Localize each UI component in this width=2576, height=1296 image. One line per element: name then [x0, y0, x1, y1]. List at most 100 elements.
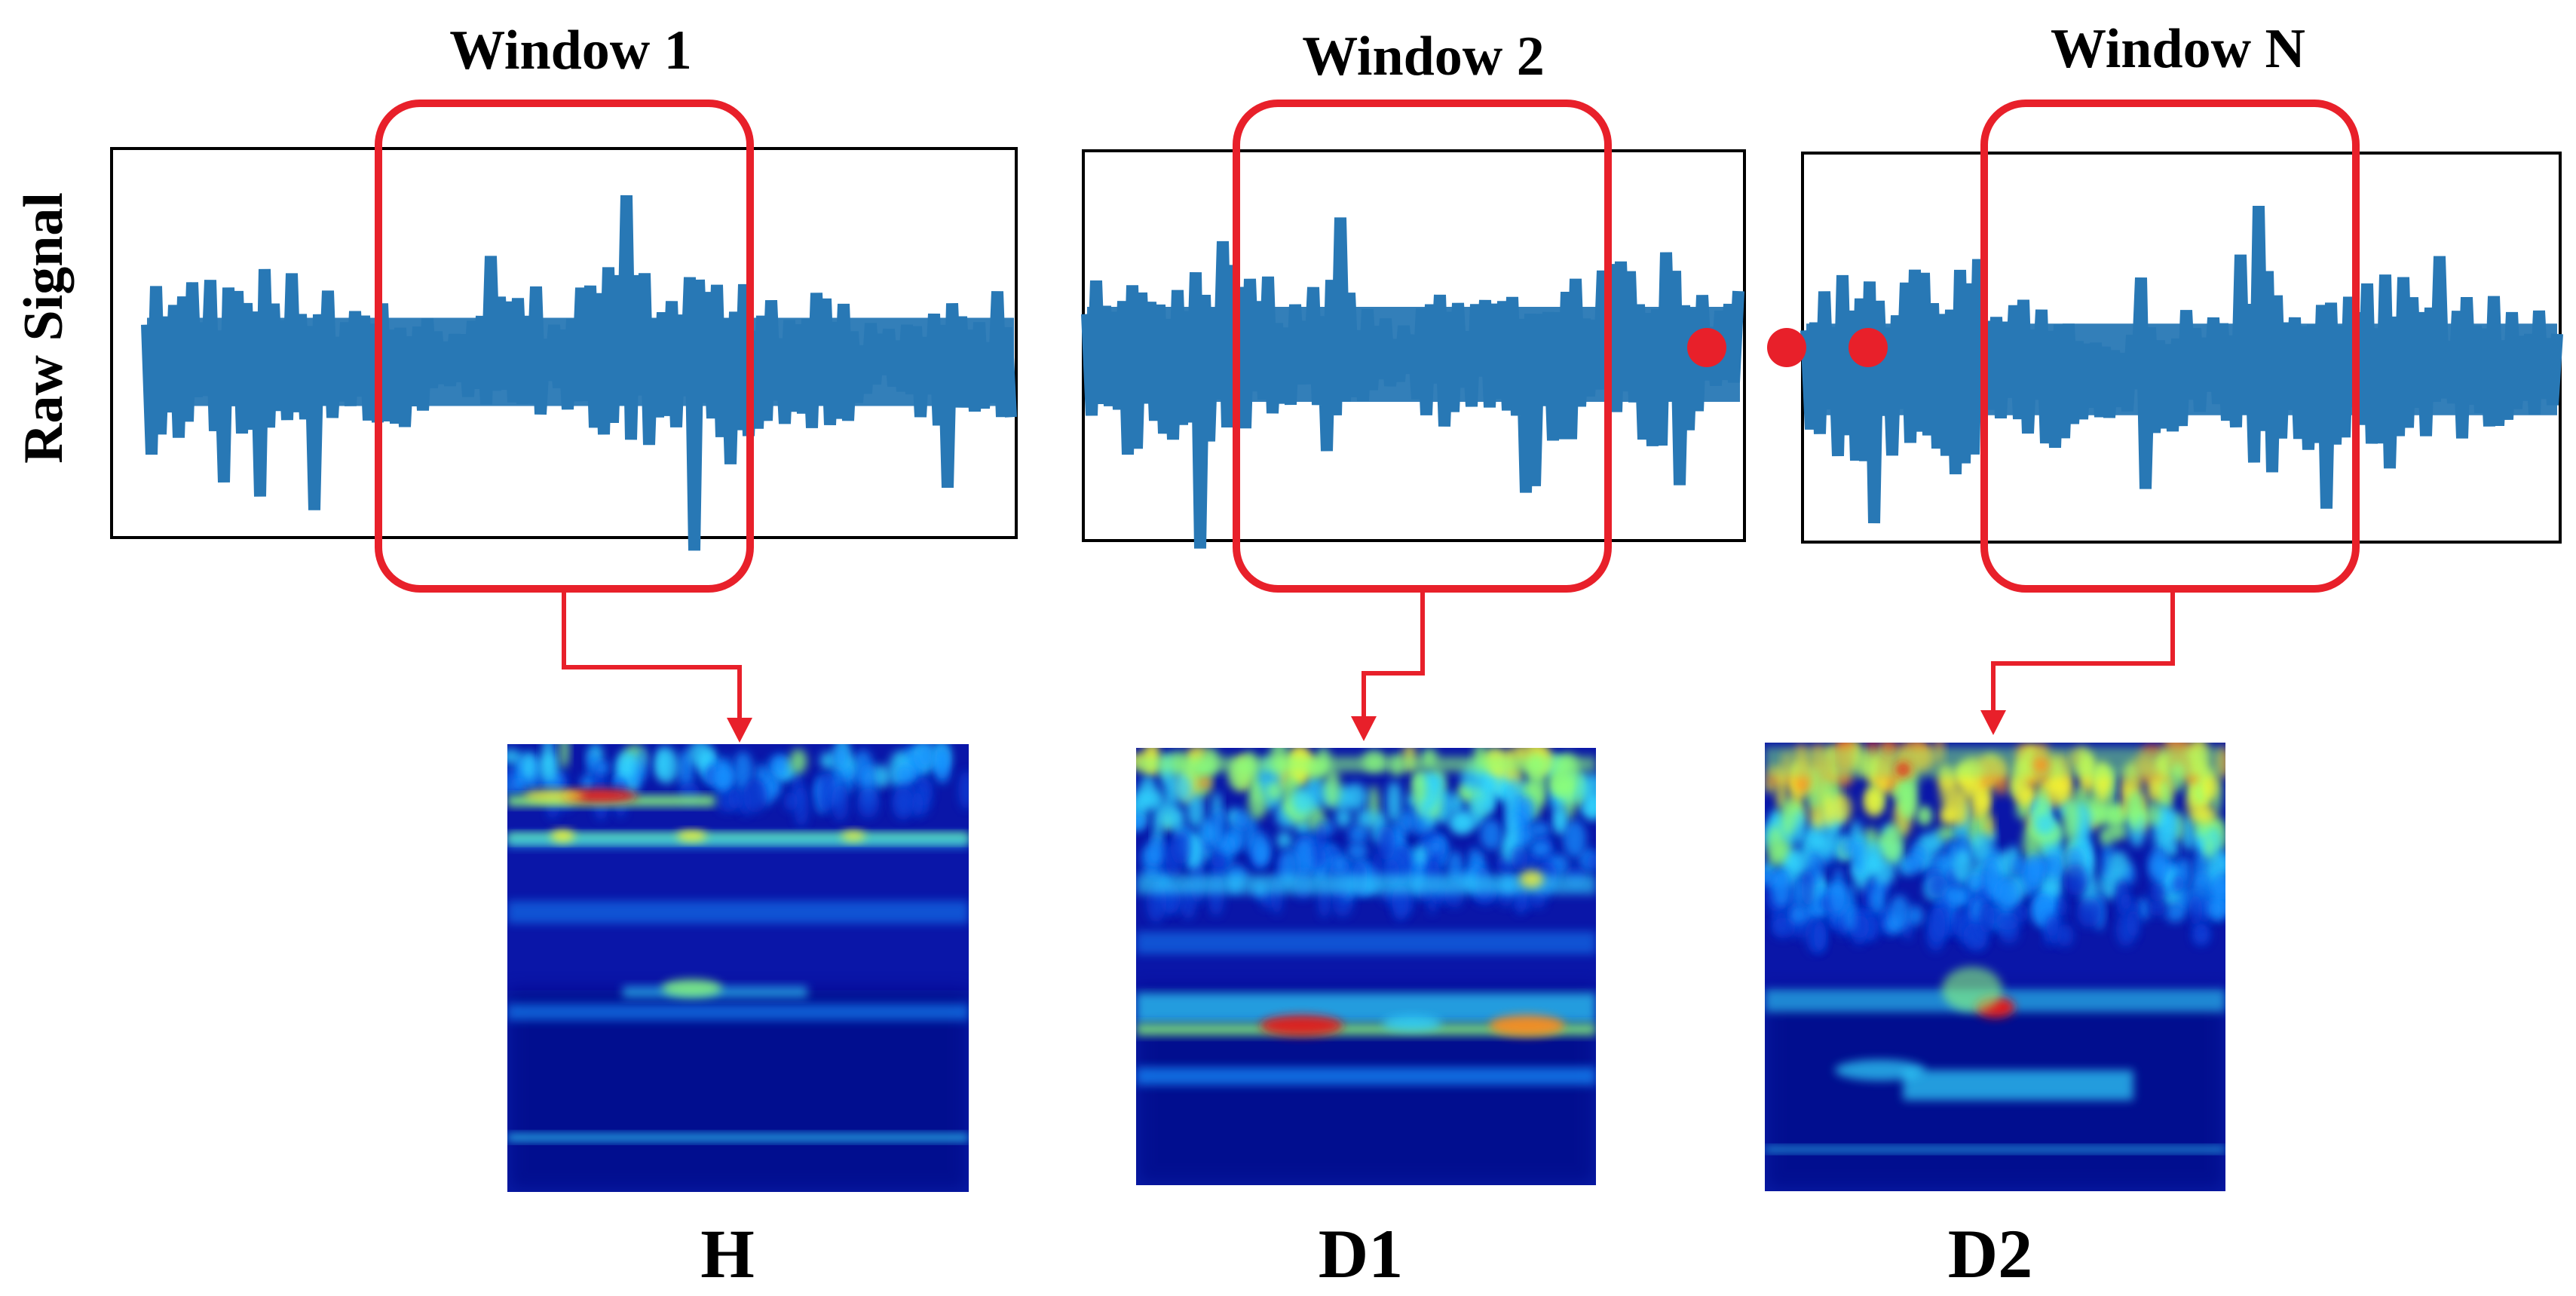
scalogram-blob [1901, 855, 1923, 875]
scalogram-blob [1260, 1015, 1343, 1037]
scalogram-blob [2195, 806, 2216, 824]
scalogram-blob [2127, 909, 2140, 938]
scalogram-blob [1844, 903, 1856, 932]
raw-signal-trace-2 [1081, 217, 1744, 549]
scalogram-blob [1996, 878, 2020, 910]
scalogram-blob [2136, 897, 2150, 921]
scalogram-blob [2108, 850, 2130, 881]
scalogram-blob [2039, 875, 2052, 897]
scalogram-blob [958, 771, 969, 810]
scalogram-blob [1787, 848, 1810, 874]
scalogram-blob [507, 749, 522, 764]
scalogram-blob [896, 764, 914, 785]
scalogram-blob [559, 744, 569, 769]
scalogram-blob [2147, 800, 2161, 827]
scalogram-band [1136, 1067, 1596, 1086]
scalogram-band [1136, 756, 1596, 772]
scalogram-blob [1881, 824, 1904, 863]
ellipsis-dot-2 [1767, 328, 1806, 367]
scalogram-blob [550, 829, 575, 842]
scalogram-blob [1996, 911, 2020, 930]
scalogram-d1 [1136, 748, 1596, 1185]
scalogram-blob [1814, 920, 1827, 952]
scalogram-blob [2206, 899, 2224, 920]
scalogram-blob [841, 830, 865, 841]
scalogram-blob [1944, 885, 1968, 907]
scalogram-blob [1952, 849, 1974, 885]
scalogram-blob [2062, 800, 2080, 841]
scalogram-blob [732, 751, 753, 791]
scalogram-blob [1854, 841, 1865, 875]
window-1-title: Window 1 [449, 20, 692, 81]
scalogram-blob [1528, 821, 1551, 838]
scalogram-band [507, 833, 969, 847]
window-1-arrow [562, 589, 752, 743]
scalogram-blob [1968, 833, 1992, 863]
signal-panel-1 [110, 147, 1018, 551]
scalogram-blob [870, 764, 891, 788]
scalogram-blob [1138, 775, 1157, 807]
scalogram-blob [1926, 875, 1948, 899]
scalogram-blob [1348, 824, 1368, 844]
scalogram-blob [1918, 807, 1930, 823]
scalogram-blob [916, 744, 935, 770]
scalogram-blob [794, 786, 809, 827]
scalogram-blob [1251, 832, 1270, 867]
scalogram-band [1136, 1023, 1596, 1036]
scalogram-blob [1377, 826, 1395, 861]
scalogram-blob [2051, 775, 2073, 807]
scalogram-band [1136, 875, 1596, 895]
scalogram-blob [1505, 787, 1516, 825]
scalogram-blob [938, 744, 948, 780]
scalogram-blob [1248, 789, 1267, 820]
scalogram-blob [1429, 838, 1443, 856]
scalogram-blob [1780, 798, 1796, 838]
scalogram-blob [1291, 787, 1313, 813]
scalogram-h-label: H [700, 1215, 755, 1292]
scalogram-blob [1979, 902, 1995, 934]
ellipsis-dot-3 [1849, 328, 1888, 367]
scalogram-blob [1266, 782, 1283, 801]
scalogram-blob [1772, 868, 1792, 908]
scalogram-blob [1334, 808, 1352, 828]
scalogram-blob [1823, 793, 1836, 828]
scalogram-blob [1413, 844, 1428, 865]
scalogram-blob [1895, 761, 1911, 777]
scalogram-blob [2033, 813, 2055, 836]
scalogram-blob [1411, 771, 1427, 804]
scalogram-blob [1772, 841, 1793, 863]
scalogram-blob [1772, 918, 1796, 939]
scalogram-blob [1233, 810, 1251, 830]
scalogram-blob [1386, 780, 1402, 823]
scalogram-blob [1937, 825, 1959, 841]
scalogram-blob [711, 766, 734, 789]
scalogram-blob [2195, 924, 2208, 943]
scalogram-blob [2149, 899, 2165, 917]
window-n-arrow [1980, 589, 2175, 735]
signal-core-band [1087, 307, 1740, 402]
scalogram-blob [2057, 924, 2074, 947]
scalogram-blob [892, 789, 914, 820]
window-n-box [1980, 100, 2360, 593]
scalogram-blob [1480, 819, 1502, 850]
scalogram-blob [1171, 808, 1184, 835]
scalogram-blob [1864, 786, 1885, 817]
scalogram-blob [2099, 828, 2114, 846]
scalogram-blob [2046, 915, 2059, 937]
scalogram-band [507, 900, 969, 924]
scalogram-blob [1449, 792, 1465, 814]
scalogram-blob [594, 759, 610, 777]
scalogram-d2 [1765, 743, 2225, 1191]
scalogram-band [507, 1003, 969, 1021]
scalogram-blob [1519, 870, 1544, 888]
scalogram-blob [1983, 813, 1995, 839]
scalogram-blob [2013, 856, 2024, 875]
scalogram-blob [2210, 872, 2225, 897]
scalogram-blob [834, 745, 849, 770]
scalogram-blob [1505, 817, 1518, 854]
scalogram-blob [542, 744, 555, 776]
ellipsis-dots [1687, 328, 1888, 367]
scalogram-blob [1872, 858, 1896, 885]
scalogram-blob [1528, 839, 1552, 858]
scalogram-blob [856, 788, 880, 818]
